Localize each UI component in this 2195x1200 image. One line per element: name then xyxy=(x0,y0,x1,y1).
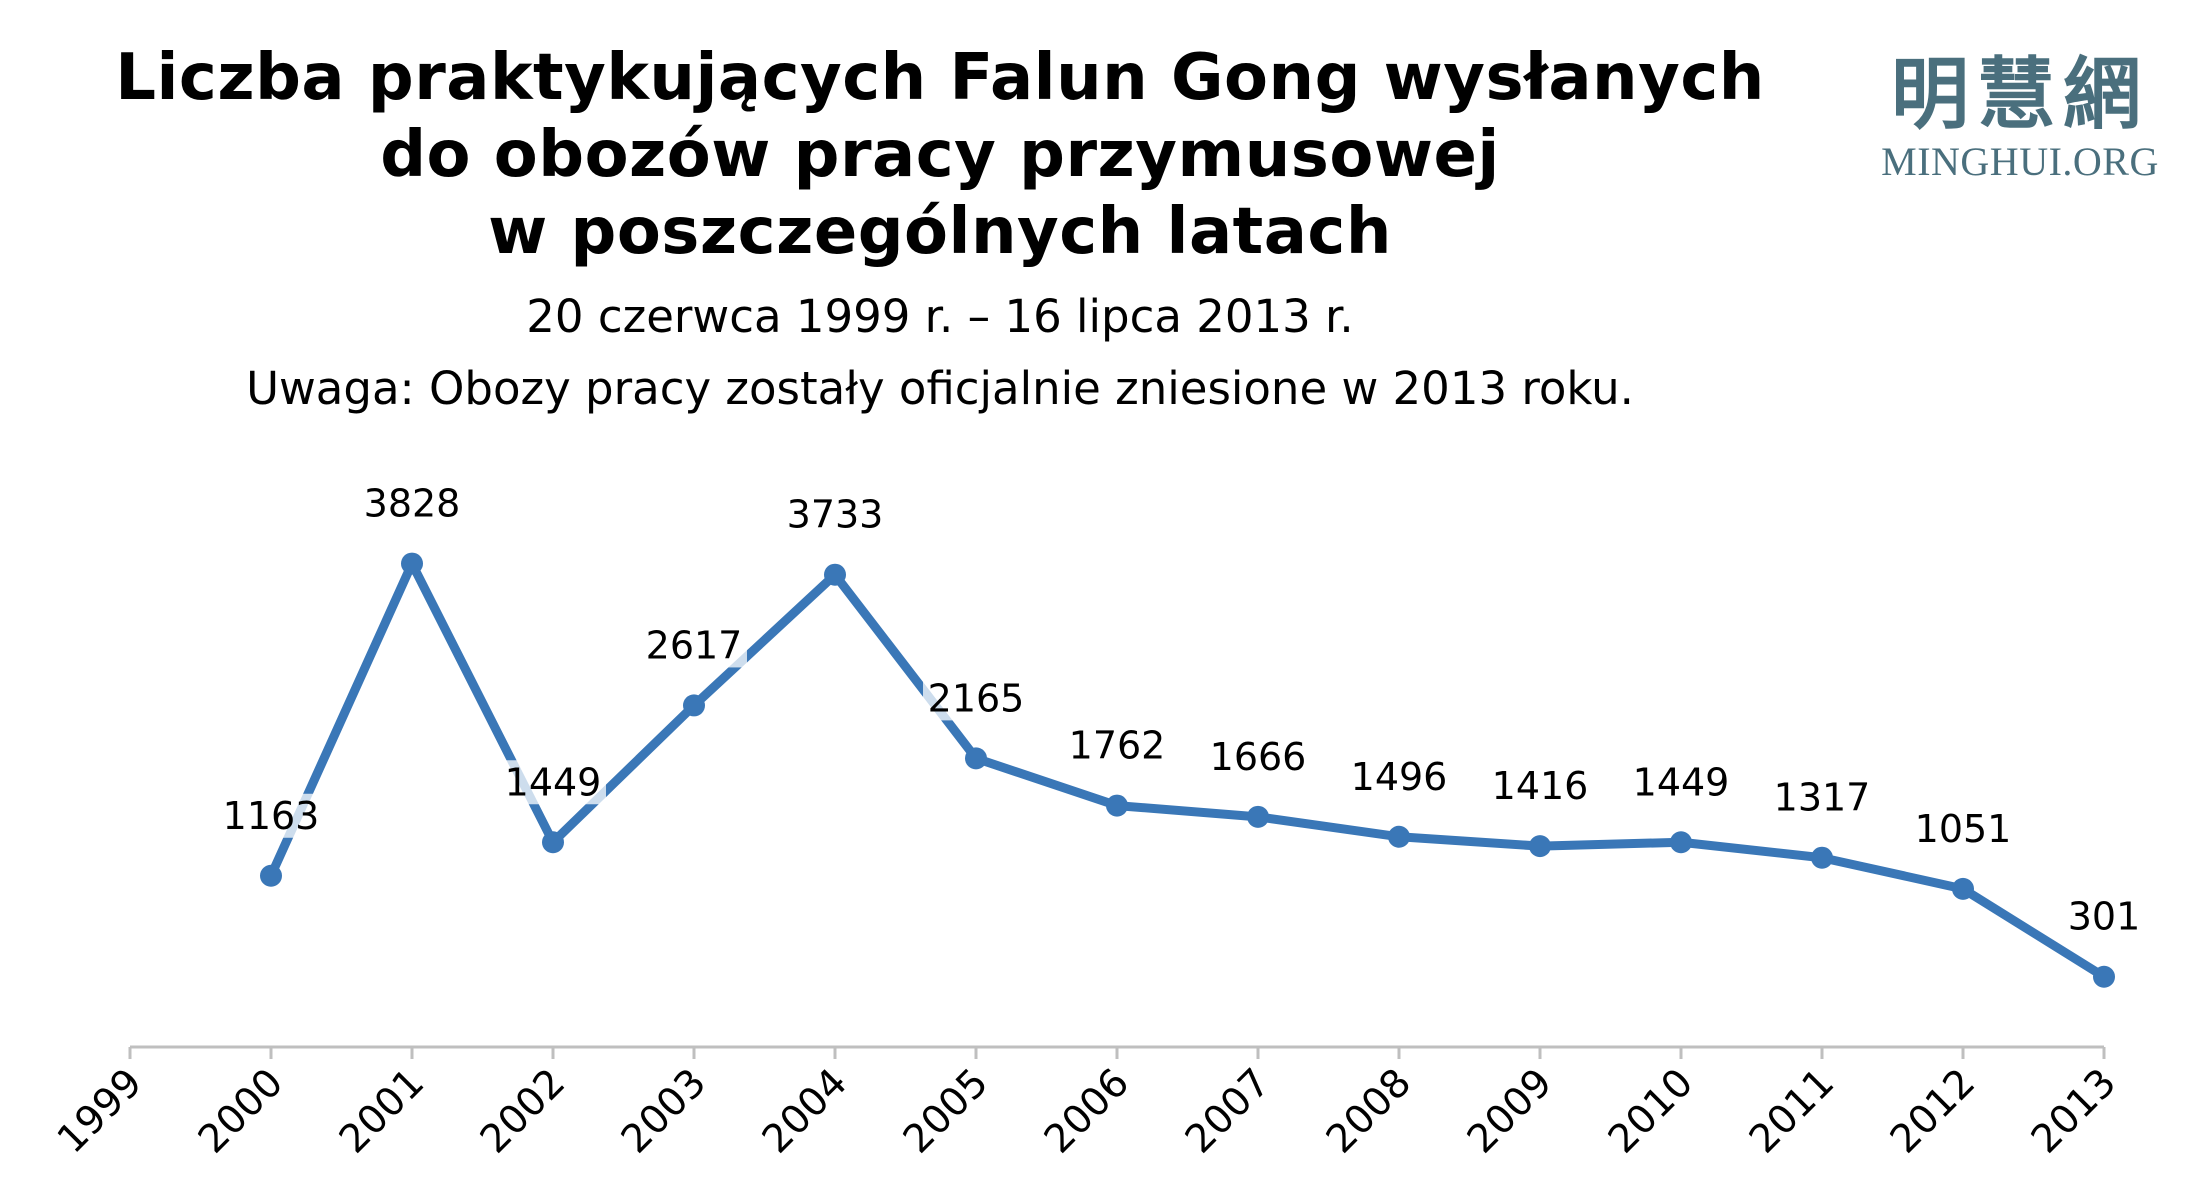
data-label: 2165 xyxy=(928,676,1025,720)
data-label-background xyxy=(1205,734,1311,779)
x-tick-label: 2010 xyxy=(1600,1060,1702,1162)
x-tick-label: 2000 xyxy=(190,1060,292,1162)
x-tick-label: 2009 xyxy=(1459,1060,1561,1162)
x-tick-label: 2001 xyxy=(331,1060,433,1162)
x-tick-label: 2008 xyxy=(1318,1060,1420,1162)
data-point xyxy=(1670,831,1692,854)
x-tick-label: 2005 xyxy=(895,1060,997,1162)
data-point xyxy=(1247,805,1269,828)
data-label: 1449 xyxy=(1633,760,1730,804)
x-tick-label: 2007 xyxy=(1177,1060,1279,1162)
data-label: 301 xyxy=(2068,895,2141,939)
title-line-1: Liczba praktykujących Falun Gong wysłany… xyxy=(115,41,1765,115)
data-label-background xyxy=(2063,894,2145,939)
x-tick-label: 2003 xyxy=(613,1060,715,1162)
data-label: 1496 xyxy=(1351,755,1448,799)
data-label: 2617 xyxy=(646,623,743,667)
data-label: 1416 xyxy=(1492,764,1589,808)
x-tick-label: 2011 xyxy=(1741,1060,1843,1162)
data-label-background xyxy=(1346,754,1452,799)
x-tick-label: 2012 xyxy=(1882,1060,1984,1162)
title-line-2: do obozów pracy przymusowej xyxy=(380,118,1500,192)
series-line-group xyxy=(266,559,2109,982)
minghui-logo: 明慧網 MINGHUI.ORG xyxy=(1855,50,2185,184)
data-point xyxy=(542,831,564,854)
chart-title: Liczba praktykujących Falun Gong wysłany… xyxy=(40,40,1840,271)
data-label: 3733 xyxy=(787,493,884,537)
data-point xyxy=(260,864,282,887)
data-label: 1449 xyxy=(505,760,602,804)
data-label-background xyxy=(1910,806,2016,851)
x-tick-label: 2004 xyxy=(754,1060,856,1162)
data-point xyxy=(965,747,987,770)
data-label-background xyxy=(1769,775,1875,820)
x-tick-label: 1999 xyxy=(49,1060,151,1162)
data-label-background xyxy=(359,481,465,526)
data-label-background xyxy=(500,760,606,805)
data-point xyxy=(1529,835,1551,858)
data-point xyxy=(683,694,705,717)
data-label-background xyxy=(1487,764,1593,809)
logo-cjk-text: 明慧網 xyxy=(1890,49,2149,140)
x-tick-label: 2013 xyxy=(2023,1060,2125,1162)
data-point xyxy=(1106,794,1128,817)
data-point xyxy=(1952,877,1974,900)
data-label: 3828 xyxy=(364,482,461,526)
data-point xyxy=(401,552,423,575)
logo-latin-text: MINGHUI.ORG xyxy=(1881,139,2159,184)
chart-note: Uwaga: Obozy pracy zostały oficjalnie zn… xyxy=(246,362,1634,415)
title-line-3: w poszczególnych latach xyxy=(488,195,1392,269)
x-axis: 1999 2000 2001 2002 2003 2004 2005 2006 2007 2008… xyxy=(49,1045,2125,1162)
data-label-background xyxy=(1628,760,1734,805)
data-points xyxy=(260,552,2115,988)
data-label: 1051 xyxy=(1915,807,2012,851)
x-tick-label: 2006 xyxy=(1036,1060,1138,1162)
data-label: 1666 xyxy=(1210,735,1307,779)
data-point xyxy=(1811,846,1833,869)
data-labels: 1163 3828 1449 2617 3733 2165 1762 1666 1496 1416… xyxy=(218,481,2145,939)
data-point xyxy=(1388,825,1410,848)
data-label-background xyxy=(218,793,324,838)
data-label-background xyxy=(641,623,747,668)
data-point xyxy=(824,563,846,586)
data-label-background xyxy=(923,676,1029,721)
data-label-background xyxy=(1064,723,1170,768)
series-line xyxy=(266,559,2109,982)
data-label: 1317 xyxy=(1774,776,1871,820)
x-tick-label: 2002 xyxy=(472,1060,574,1162)
data-label: 1163 xyxy=(223,794,320,838)
chart-subtitle: 20 czerwca 1999 r. – 16 lipca 2013 r. xyxy=(526,290,1354,343)
data-label: 1762 xyxy=(1069,724,1166,768)
data-point xyxy=(2093,965,2115,988)
data-label-background xyxy=(782,492,888,537)
